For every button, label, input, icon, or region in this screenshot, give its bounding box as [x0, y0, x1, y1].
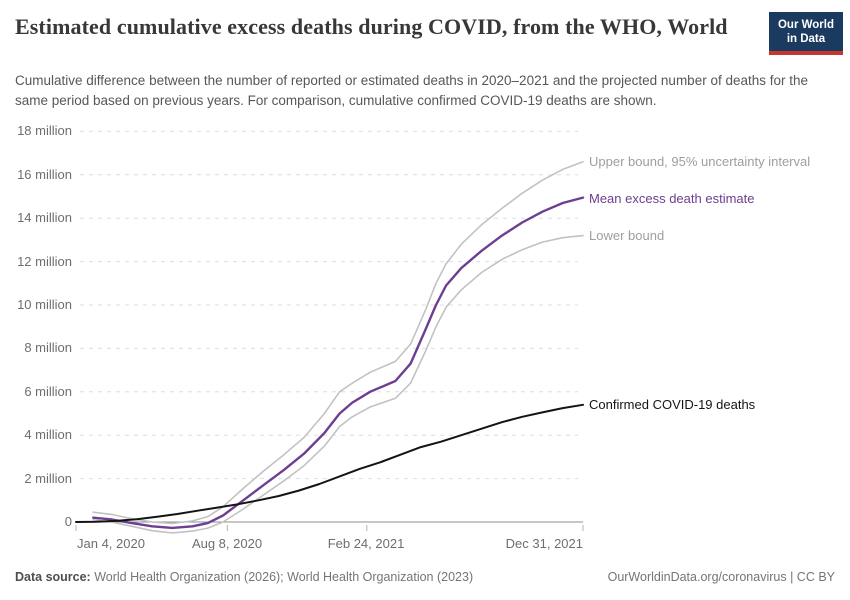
series-label-upper-bound: Upper bound, 95% uncertainty interval	[589, 154, 811, 169]
y-axis-tick-label: 12 million	[17, 254, 72, 269]
chart-footer: Data source: World Health Organization (…	[15, 569, 835, 585]
series-label-mean-estimate: Mean excess death estimate	[589, 191, 755, 206]
x-axis-tick-label: Aug 8, 2020	[191, 536, 263, 551]
owid-logo-line1: Our World	[777, 19, 834, 31]
y-axis-tick-label: 0	[64, 514, 72, 529]
y-axis-tick-label: 4 million	[24, 427, 72, 442]
chart-canvas	[75, 130, 585, 534]
x-axis-tick-label: Jan 4, 2020	[77, 536, 145, 551]
owid-logo-line2: in Data	[786, 33, 826, 45]
y-axis-tick-label: 14 million	[17, 210, 72, 225]
footer-datasource: Data source: World Health Organization (…	[15, 569, 473, 585]
page-title: Estimated cumulative excess deaths durin…	[15, 14, 728, 39]
y-axis-tick-label: 16 million	[17, 167, 72, 182]
y-axis-tick-label: 10 million	[17, 297, 72, 312]
footer-datasource-value: World Health Organization (2026); World …	[90, 570, 474, 584]
x-axis-tick-label: Dec 31, 2021	[505, 536, 583, 551]
y-axis-tick-label: 18 million	[17, 123, 72, 138]
y-axis-tick-label: 8 million	[24, 340, 72, 355]
footer-attribution-link[interactable]: OurWorldinData.org/coronavirus | CC BY	[607, 570, 835, 584]
footer-datasource-label: Data source:	[15, 570, 91, 584]
owid-logo[interactable]: Our World in Data	[768, 12, 843, 55]
series-label-lower-bound: Lower bound	[589, 228, 665, 243]
series-label-confirmed-deaths: Confirmed COVID-19 deaths	[589, 397, 756, 412]
y-axis-tick-label: 2 million	[24, 471, 72, 486]
y-axis-tick-label: 6 million	[24, 384, 72, 399]
chart-subtitle: Cumulative difference between the number…	[15, 73, 809, 108]
x-axis-tick-label: Feb 24, 2021	[327, 536, 405, 551]
